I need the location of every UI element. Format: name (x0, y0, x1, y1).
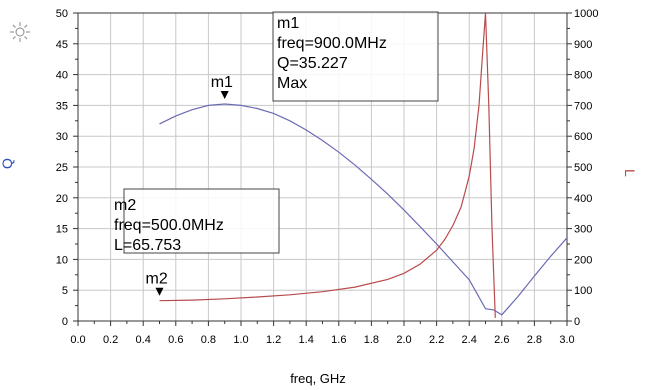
m2-box-line: freq=500.0MHz (114, 217, 224, 234)
y-right-axis-title: L (622, 169, 638, 177)
x-tick-label: 1.4 (299, 334, 314, 346)
y-left-tick-label: 50 (56, 8, 68, 20)
x-tick-label: 0.2 (103, 334, 118, 346)
y-right-tick-label: 100 (574, 285, 592, 297)
y-right-tick-label: 700 (574, 100, 592, 112)
x-tick-label: 2.2 (429, 334, 444, 346)
x-axis-title: freq, GHz (290, 371, 346, 386)
m1-box-line: Max (277, 75, 307, 92)
x-tick-label: 0.8 (201, 334, 216, 346)
y-right-tick-label: 800 (574, 70, 592, 82)
x-tick-label: 1.0 (233, 334, 248, 346)
marker-box-m1[interactable]: m1 freq=900.0MHz Q=35.227 Max (272, 11, 439, 102)
y-right-tick-label: 600 (574, 131, 592, 143)
x-tick-label: 2.4 (462, 334, 477, 346)
y-left-tick-label: 45 (56, 39, 68, 51)
y-left-tick-label: 20 (56, 193, 68, 205)
y-left-tick-label: 35 (56, 100, 68, 112)
y-left-tick-label: 25 (56, 162, 68, 174)
y-left-tick-label: 10 (56, 254, 68, 266)
y-right-tick-label: 500 (574, 162, 592, 174)
marker-layer: m1 m2 (146, 74, 233, 296)
x-tick-label: 1.8 (364, 334, 379, 346)
series-line-q (159, 103, 568, 316)
sun-icon[interactable] (10, 22, 30, 42)
series-layer (159, 12, 568, 318)
x-tick-label: 0.6 (168, 334, 183, 346)
x-tick-label: 2.0 (396, 334, 411, 346)
m2-box-line: L=65.753 (114, 237, 181, 254)
marker-label-m1: m1 (211, 74, 233, 91)
y-left-tick-label: 15 (56, 224, 68, 236)
y-right-tick-label: 900 (574, 39, 592, 51)
y-left-tick-label: 40 (56, 70, 68, 82)
y-right-tick-label: 300 (574, 224, 592, 236)
x-tick-label: 2.8 (527, 334, 542, 346)
y-left-tick-label: 30 (56, 131, 68, 143)
marker-box-m2[interactable]: m2 freq=500.0MHz L=65.753 (114, 188, 280, 254)
x-tick-label: 1.6 (331, 334, 346, 346)
m1-box-line: m1 (277, 15, 299, 32)
m1-box-line: Q=35.227 (277, 55, 348, 72)
y-left-axis-title: Q (0, 158, 15, 169)
m2-box-line: m2 (114, 197, 136, 214)
marker-label-m2: m2 (146, 271, 168, 288)
series-line-l (159, 12, 496, 318)
x-tick-label: 0.4 (136, 334, 151, 346)
y-right-tick-label: 200 (574, 254, 592, 266)
x-tick-label: 1.2 (266, 334, 281, 346)
m1-box-line: freq=900.0MHz (277, 35, 387, 52)
y-right-tick-label: 0 (574, 316, 580, 328)
y-left-tick-label: 5 (62, 285, 68, 297)
y-left-tick-label: 0 (62, 316, 68, 328)
marker-triangle-m1[interactable] (220, 91, 229, 100)
y-right-tick-label: 400 (574, 193, 592, 205)
y-right-tick-label: 1000 (574, 8, 598, 20)
x-tick-label: 0.0 (70, 334, 85, 346)
ticks: 0.0 0.2 0.4 0.6 0.8 1.0 1.2 1.4 1.6 1.8 2.0 2.2 2.4 2… (56, 8, 599, 346)
x-tick-label: 3.0 (559, 334, 574, 346)
marker-triangle-m2[interactable] (155, 287, 164, 296)
x-tick-label: 2.6 (494, 334, 509, 346)
